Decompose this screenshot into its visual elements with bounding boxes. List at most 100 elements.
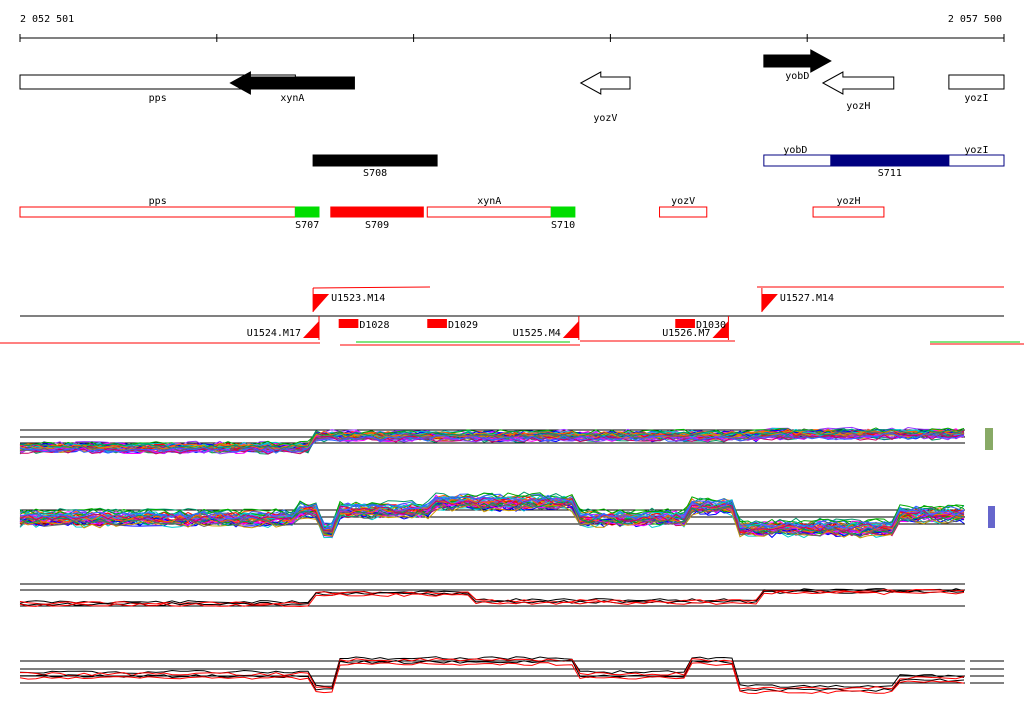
segment-yozV[interactable]: yozV (659, 196, 708, 218)
segment-yozH[interactable]: yozH (812, 196, 885, 218)
gene-yozI[interactable]: yozI (948, 74, 1005, 104)
tu-mark[interactable]: D1030 (675, 319, 726, 331)
tu-mark-label: D1028 (359, 320, 389, 331)
segment-bar (550, 206, 576, 218)
segment-bar (294, 206, 320, 218)
tu-label: U1524.M17 (247, 328, 301, 339)
expression-trace (19, 429, 965, 450)
expression-trace (19, 504, 965, 539)
gene-xynA[interactable]: xynA (229, 71, 355, 104)
gene-label: yozV (593, 113, 617, 124)
segment-xynA[interactable]: xynA (426, 196, 552, 218)
gene-label: yobD (785, 71, 809, 82)
expression-trace (19, 492, 965, 528)
transcription-unit[interactable]: U1524.M17 (247, 316, 320, 340)
expression-panel-4 (19, 656, 1004, 695)
gene-yozV[interactable]: yozV (579, 71, 631, 124)
operon-track: S708 S711 yobD yozI (312, 145, 1005, 179)
segment-S707[interactable]: S707 (294, 206, 320, 231)
segment-label: xynA (477, 196, 501, 207)
segment-track: pps S707 S709 xynA S710 yozV yozH (19, 196, 885, 231)
segment-bar (19, 206, 296, 218)
segment-label: S710 (551, 220, 575, 231)
segment-bar (426, 206, 552, 218)
ruler-ticks (19, 34, 1005, 42)
tu-label: U1525.M4 (513, 328, 561, 339)
operon-inner-label: yobD (783, 145, 807, 156)
tu-label: U1523.M14 (331, 293, 385, 304)
segment-label: pps (149, 196, 167, 207)
transcription-unit-track: U1523.M14 U1524.M17 U1525.M4 U1526.M7 U1527.… (0, 286, 1024, 346)
tu-flag-down (562, 321, 579, 338)
expression-trace (19, 588, 965, 604)
segment-label: yozH (836, 196, 860, 207)
segment-pps[interactable]: pps (19, 196, 296, 218)
operon-bar (830, 154, 950, 167)
segment-S709[interactable]: S709 (330, 206, 424, 231)
panel-side-legend (985, 428, 993, 450)
expression-trace (19, 502, 965, 537)
tu-mark-bar (338, 319, 359, 328)
tu-mark-label: D1030 (696, 320, 726, 331)
expression-trace (19, 494, 965, 530)
expression-trace (19, 491, 965, 529)
segment-bar (659, 206, 708, 218)
gene-label: pps (149, 93, 167, 104)
transcription-unit[interactable]: U1526.M7 (662, 316, 729, 340)
expression-profile-panels (19, 426, 1004, 695)
tu-flag-down (302, 321, 319, 338)
gene-track: pps xynA yozV yobD yozH yozI (19, 49, 1005, 124)
tu-label: U1526.M7 (662, 328, 710, 339)
gene-arrow (763, 49, 832, 73)
tu-flag-down (712, 321, 729, 338)
tu-mark-label: D1029 (448, 320, 478, 331)
transcription-unit[interactable]: U1523.M14 (312, 288, 385, 312)
expression-panel-3 (19, 583, 965, 608)
operon-S711[interactable]: S711 (830, 154, 950, 179)
tu-span-line (312, 286, 431, 289)
ruler-start-label: 2 052 501 (20, 14, 74, 25)
gene-yobD[interactable]: yobD (763, 49, 832, 82)
tu-mark-bar (427, 319, 447, 328)
expression-trace (19, 431, 965, 453)
tu-mark[interactable]: D1029 (427, 319, 478, 331)
gene-box (948, 74, 1005, 90)
position-ruler: 2 052 501 2 057 500 (19, 14, 1005, 42)
transcription-unit[interactable]: U1525.M4 (513, 316, 580, 340)
segment-label: S707 (295, 220, 319, 231)
tu-mark[interactable]: D1028 (338, 319, 390, 331)
expression-trace (19, 503, 965, 539)
segment-bar (812, 206, 885, 218)
ruler-end-label: 2 057 500 (948, 14, 1002, 25)
gene-arrow (229, 71, 355, 95)
tu-flag-up (761, 294, 778, 312)
expression-trace (20, 657, 965, 690)
expression-trace (19, 659, 965, 692)
gene-label: yozH (846, 101, 870, 112)
expression-trace (20, 431, 965, 453)
expression-trace (19, 433, 965, 454)
expression-trace (19, 656, 965, 688)
segment-label: S709 (365, 220, 389, 231)
gene-yozH[interactable]: yozH (821, 71, 895, 112)
segment-S710[interactable]: S710 (550, 206, 576, 231)
expression-trace (19, 590, 965, 608)
tu-flag-up (313, 294, 330, 312)
tu-mark-bar (675, 319, 695, 328)
gene-arrow (579, 71, 631, 95)
segment-label: yozV (671, 196, 695, 207)
expression-panel-2 (19, 491, 995, 539)
transcription-unit[interactable]: U1527.M14 (761, 288, 834, 312)
panel-side-legend (988, 506, 995, 528)
operon-bar (312, 154, 438, 167)
operon-inner-label: yozI (964, 145, 988, 156)
gene-arrow (821, 71, 895, 95)
expression-trace (19, 501, 965, 536)
expression-trace (19, 590, 965, 606)
operon-label: S708 (363, 168, 387, 179)
expression-trace (19, 429, 965, 450)
operon-S708[interactable]: S708 (312, 154, 438, 179)
segment-bar (330, 206, 424, 218)
expression-trace (19, 662, 965, 695)
